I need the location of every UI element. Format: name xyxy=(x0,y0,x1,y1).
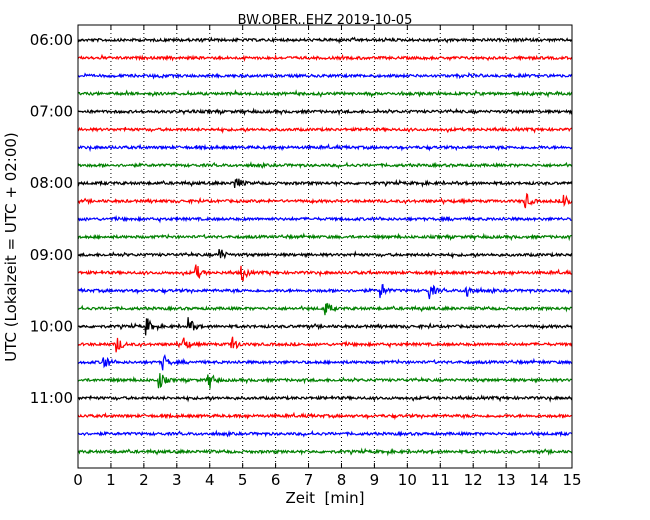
trace-line xyxy=(77,336,573,353)
trace-line xyxy=(77,36,573,45)
trace-line xyxy=(77,71,573,80)
x-tick-label: 1 xyxy=(106,471,116,489)
trace-line xyxy=(77,248,573,260)
trace-line xyxy=(77,429,573,438)
trace-line xyxy=(77,89,573,99)
trace-line xyxy=(77,394,573,403)
trace-line xyxy=(77,107,573,116)
y-tick-label: 07:00 xyxy=(30,103,73,121)
x-axis: 0 1 2 3 4 5 6 7 8 9 10 11 12 13 14 15 xyxy=(73,25,582,489)
x-tick-label: 5 xyxy=(238,471,248,489)
x-tick-label: 8 xyxy=(337,471,347,489)
x-tick-label: 11 xyxy=(431,471,450,489)
traces xyxy=(77,36,573,457)
x-tick-label: 2 xyxy=(139,471,149,489)
x-tick-label: 13 xyxy=(497,471,516,489)
x-tick-label: 3 xyxy=(172,471,182,489)
trace-line xyxy=(77,143,573,153)
trace-line xyxy=(77,353,573,371)
x-tick-label: 7 xyxy=(304,471,314,489)
trace-line xyxy=(77,214,572,224)
grid xyxy=(110,25,540,468)
y-tick-label: 09:00 xyxy=(30,246,73,264)
chart-title: BW.OBER..EHZ 2019-10-05 xyxy=(238,13,413,28)
trace-line xyxy=(77,232,573,242)
trace-line xyxy=(77,317,573,336)
trace-line xyxy=(78,302,573,316)
y-tick-label: 06:00 xyxy=(30,31,73,49)
trace-line xyxy=(77,160,573,170)
trace-line xyxy=(77,283,573,300)
x-tick-label: 4 xyxy=(205,471,215,489)
y-tick-label: 11:00 xyxy=(30,389,73,407)
x-tick-label: 10 xyxy=(398,471,417,489)
trace-line xyxy=(77,264,573,282)
trace-line xyxy=(77,447,573,457)
x-tick-label: 0 xyxy=(73,471,83,489)
plot-area: 0 1 2 3 4 5 6 7 8 9 10 11 12 13 14 15 06:0007:0008:0009… xyxy=(30,24,582,489)
x-tick-label: 14 xyxy=(530,471,549,489)
x-tick-label: 9 xyxy=(370,471,380,489)
trace-line xyxy=(77,373,573,389)
y-tick-label: 08:00 xyxy=(30,174,73,192)
y-axis: 06:00 07:00 08:00 09:00 10:00 11:00 xyxy=(30,31,572,407)
x-axis-label: Zeit [min] xyxy=(285,489,364,507)
y-tick-label: 10:00 xyxy=(30,317,73,335)
y-axis-label: UTC (Lokalzeit = UTC + 02:00) xyxy=(2,132,20,362)
plot-frame xyxy=(77,24,573,469)
trace-line xyxy=(77,192,573,209)
trace-line xyxy=(77,53,573,62)
trace-line xyxy=(77,125,573,134)
trace-line xyxy=(77,411,573,421)
x-tick-label: 6 xyxy=(271,471,281,489)
trace-line xyxy=(77,178,573,188)
x-tick-label: 15 xyxy=(562,471,581,489)
x-tick-label: 12 xyxy=(464,471,483,489)
